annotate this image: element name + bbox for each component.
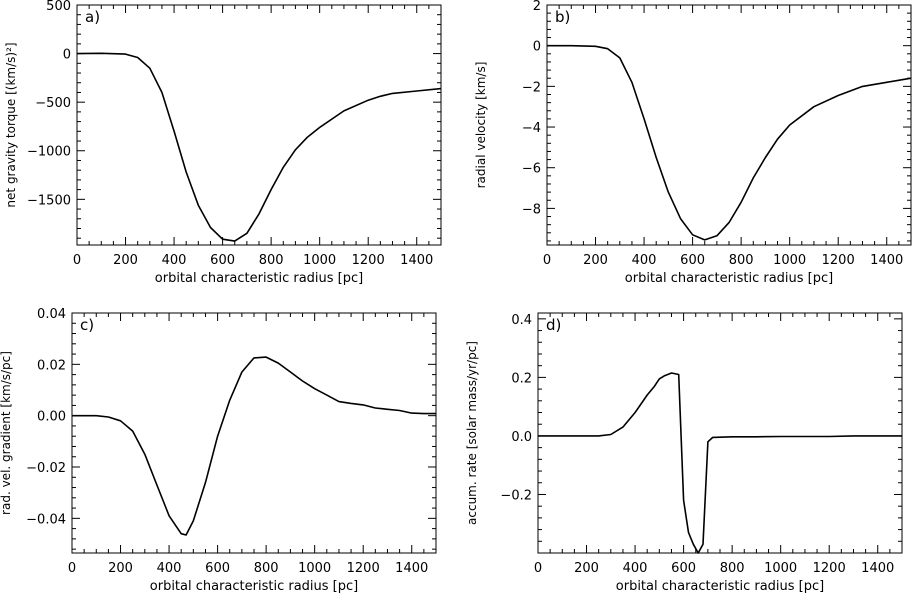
- y-tick-label: 0.4: [511, 313, 532, 328]
- panel-c: 0 200 400 600 800 1000 1200 1400 0.04 0.02 0.00 −0.…: [0, 307, 437, 594]
- x-tick-label: 1200: [352, 253, 385, 268]
- x-tick-label: 200: [108, 561, 133, 576]
- x-tick-label: 800: [259, 253, 284, 268]
- x-tick-label: 600: [205, 561, 230, 576]
- y-tick-label: −2: [522, 80, 541, 95]
- panel-label: c): [80, 316, 94, 334]
- series-line: [547, 44, 912, 241]
- series-line: [72, 356, 436, 536]
- x-axis-label: orbital characteristic radius [pc]: [616, 579, 824, 594]
- y-tick-label: −0.02: [26, 461, 66, 476]
- x-tick-label: 1000: [773, 253, 806, 268]
- y-tick-label: 0.00: [37, 410, 66, 425]
- y-tick-label: −0.2: [500, 488, 532, 503]
- plot-frame: [546, 4, 912, 246]
- x-tick-label: 400: [157, 561, 182, 576]
- y-tick-label: 0.2: [511, 371, 532, 386]
- x-tick-label: 0: [68, 561, 76, 576]
- x-axis-label: orbital characteristic radius [pc]: [625, 271, 833, 286]
- x-tick-label: 1400: [395, 561, 428, 576]
- x-tick-label: 1400: [870, 253, 903, 268]
- y-tick-label: 500: [46, 0, 71, 14]
- x-axis-label: orbital characteristic radius [pc]: [150, 579, 358, 594]
- x-tick-label: 600: [680, 253, 705, 268]
- y-tick-label: 0.04: [37, 307, 66, 322]
- y-tick-label: −6: [522, 162, 541, 177]
- y-tick-label: −500: [35, 96, 71, 111]
- plot-frame: [76, 4, 442, 246]
- y-tick-label: 0: [63, 48, 71, 63]
- y-tick-label: 0.0: [511, 430, 532, 445]
- y-tick-label: −0.04: [26, 512, 66, 527]
- y-tick-label: −4: [522, 121, 541, 136]
- x-tick-label: 800: [254, 561, 279, 576]
- plot-frame: [71, 312, 437, 554]
- y-tick-label: 2: [533, 0, 541, 14]
- x-tick-label: 400: [162, 253, 187, 268]
- x-tick-label: 200: [583, 253, 608, 268]
- x-tick-label: 800: [729, 253, 754, 268]
- panel-label: a): [85, 8, 100, 26]
- x-tick-label: 1200: [347, 561, 380, 576]
- x-tick-label: 600: [671, 561, 696, 576]
- panel-a: 0 200 400 600 800 1000 1200 1400 500 0 −500 −1000 −1…: [4, 0, 442, 286]
- x-tick-label: 200: [113, 253, 138, 268]
- plot-frame: [537, 312, 903, 554]
- x-tick-label: 800: [720, 561, 745, 576]
- x-tick-label: 400: [632, 253, 657, 268]
- x-tick-label: 1200: [813, 561, 846, 576]
- x-tick-label: 400: [623, 561, 648, 576]
- y-tick-label: −8: [522, 202, 541, 217]
- x-axis-label: orbital characteristic radius [pc]: [155, 271, 363, 286]
- x-tick-label: 200: [574, 561, 599, 576]
- y-axis-label: net gravity torque [(km/s)²]: [4, 42, 18, 207]
- y-tick-label: 0.02: [37, 358, 66, 373]
- x-tick-label: 0: [534, 561, 542, 576]
- x-tick-label: 1200: [822, 253, 855, 268]
- y-tick-label: −1500: [27, 193, 71, 208]
- panel-label: d): [546, 316, 561, 334]
- x-tick-label: 0: [543, 253, 551, 268]
- series-line: [76, 52, 442, 242]
- x-tick-label: 1400: [400, 253, 433, 268]
- x-tick-label: 1400: [861, 561, 894, 576]
- x-tick-label: 1000: [303, 253, 336, 268]
- series-line: [538, 372, 902, 554]
- y-tick-label: 0: [533, 40, 541, 55]
- x-tick-label: 1000: [764, 561, 797, 576]
- x-tick-label: 1000: [298, 561, 331, 576]
- panel-b: 0 200 400 600 800 1000 1200 1400 2 0 −2 −4 −6 −8 orbit…: [474, 0, 912, 286]
- y-tick-label: −1000: [27, 145, 71, 160]
- panel-d: 0 200 400 600 800 1000 1200 1400 0.4 0.2 0.0 −0.2 or…: [465, 312, 903, 594]
- x-tick-label: 600: [210, 253, 235, 268]
- x-tick-label: 0: [73, 253, 81, 268]
- panel-label: b): [555, 8, 570, 26]
- y-axis-label: radial velocity [km/s]: [474, 62, 488, 189]
- y-axis-label: rad. vel. gradient [km/s/pc]: [0, 351, 13, 515]
- y-axis-label: accum. rate [solar mass/yr/pc]: [465, 341, 479, 525]
